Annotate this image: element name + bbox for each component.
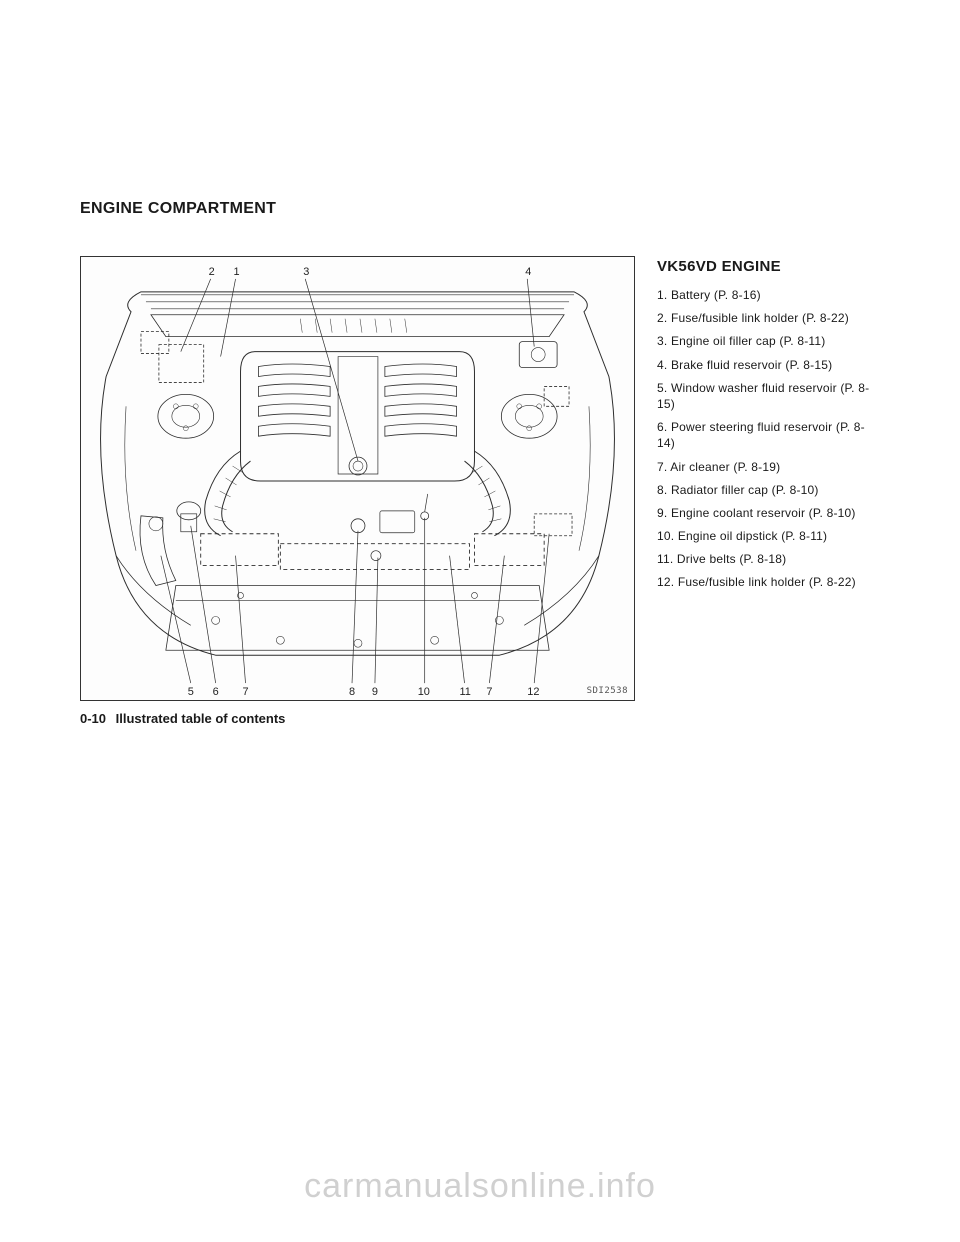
page-footer: 0-10 Illustrated table of contents	[80, 711, 635, 726]
callout-bot-6: 11	[460, 686, 471, 698]
content-row: 2 1 3 4	[80, 256, 880, 726]
callout-bot-5: 10	[418, 686, 430, 698]
page-number: 0-10	[80, 711, 106, 726]
callout-bot-4: 9	[372, 686, 378, 698]
callout-bot-2: 7	[243, 686, 249, 698]
engine-diagram-svg: 2 1 3 4	[81, 257, 634, 700]
callout-top-1: 1	[234, 266, 240, 278]
list-item: 10. Engine oil dipstick (P. 8-11)	[657, 528, 880, 544]
engine-name: VK56VD ENGINE	[657, 258, 880, 275]
section-title: ENGINE COMPARTMENT	[80, 200, 880, 218]
parts-list: 1. Battery (P. 8-16) 2. Fuse/fusible lin…	[657, 287, 880, 591]
callout-bot-8: 12	[527, 686, 539, 698]
callout-top-0: 2	[209, 266, 215, 278]
parts-list-column: VK56VD ENGINE 1. Battery (P. 8-16) 2. Fu…	[657, 256, 880, 726]
list-item: 1. Battery (P. 8-16)	[657, 287, 880, 303]
engine-diagram: 2 1 3 4	[80, 256, 635, 701]
list-item: 11. Drive belts (P. 8-18)	[657, 551, 880, 567]
callout-bot-3: 8	[349, 686, 355, 698]
list-item: 3. Engine oil filler cap (P. 8-11)	[657, 333, 880, 349]
list-item: 9. Engine coolant reservoir (P. 8-10)	[657, 505, 880, 521]
callout-bot-1: 6	[213, 686, 219, 698]
callout-bot-0: 5	[188, 686, 194, 698]
list-item: 7. Air cleaner (P. 8-19)	[657, 459, 880, 475]
list-item: 5. Window washer fluid reservoir (P. 8-1…	[657, 380, 880, 412]
diagram-code: SDI2538	[587, 686, 628, 696]
watermark: carmanualsonline.info	[0, 1167, 960, 1206]
callout-bot-7: 7	[486, 686, 492, 698]
callout-top-3: 4	[525, 266, 531, 278]
list-item: 2. Fuse/fusible link holder (P. 8-22)	[657, 310, 880, 326]
list-item: 12. Fuse/fusible link holder (P. 8-22)	[657, 574, 880, 590]
list-item: 4. Brake fluid reservoir (P. 8-15)	[657, 357, 880, 373]
list-item: 8. Radiator filler cap (P. 8-10)	[657, 482, 880, 498]
callout-top-2: 3	[303, 266, 309, 278]
page-section: Illustrated table of contents	[116, 711, 286, 726]
diagram-column: 2 1 3 4	[80, 256, 635, 726]
list-item: 6. Power steering fluid reservoir (P. 8-…	[657, 419, 880, 451]
